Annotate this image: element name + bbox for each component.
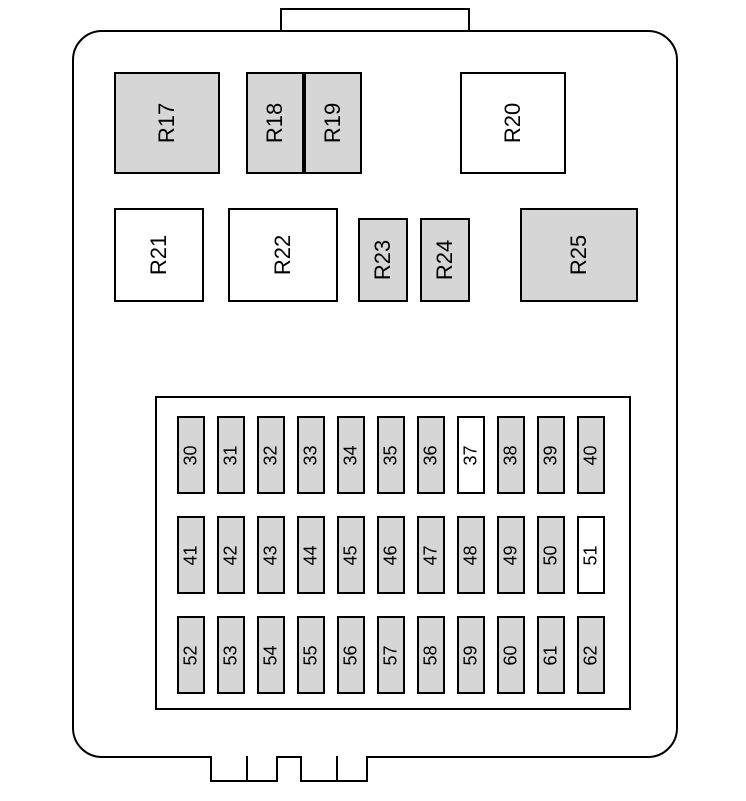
bottom-tab-divider — [246, 756, 248, 782]
fuse-label: 57 — [381, 645, 402, 665]
fuse-35: 35 — [377, 416, 405, 494]
fuse-label: 31 — [221, 445, 242, 465]
fuse-label: 51 — [581, 545, 602, 565]
fuse-label: 44 — [301, 545, 322, 565]
fuse-label: 59 — [461, 645, 482, 665]
fuse-50: 50 — [537, 516, 565, 594]
fuse-46: 46 — [377, 516, 405, 594]
fuse-33: 33 — [297, 416, 325, 494]
fuse-label: 56 — [341, 645, 362, 665]
fuse-47: 47 — [417, 516, 445, 594]
fuse-42: 42 — [217, 516, 245, 594]
bottom-tab-divider — [336, 756, 338, 782]
fuse-45: 45 — [337, 516, 365, 594]
fuse-40: 40 — [577, 416, 605, 494]
relay-label: R17 — [154, 103, 180, 143]
relay-label: R21 — [146, 235, 172, 275]
relay-label: R25 — [566, 235, 592, 275]
fuse-label: 30 — [181, 445, 202, 465]
fuse-58: 58 — [417, 616, 445, 694]
fuse-55: 55 — [297, 616, 325, 694]
fuse-label: 46 — [381, 545, 402, 565]
fuse-60: 60 — [497, 616, 525, 694]
relay-label: R20 — [500, 103, 526, 143]
fuse-31: 31 — [217, 416, 245, 494]
relay-R22: R22 — [228, 208, 338, 302]
relay-label: R22 — [270, 235, 296, 275]
relay-label: R24 — [432, 240, 458, 280]
fuse-59: 59 — [457, 616, 485, 694]
fuse-label: 33 — [301, 445, 322, 465]
fuse-label: 60 — [501, 645, 522, 665]
fuse-label: 50 — [541, 545, 562, 565]
fuse-label: 61 — [541, 645, 562, 665]
fuse-box-diagram: R17 R18 R19 R20 R21 R22 R23 R24 R25 30 31 32 33 34 35… — [0, 0, 746, 801]
fuse-label: 49 — [501, 545, 522, 565]
fuse-43: 43 — [257, 516, 285, 594]
relay-R21: R21 — [114, 208, 204, 302]
fuse-label: 42 — [221, 545, 242, 565]
fuse-label: 45 — [341, 545, 362, 565]
fuse-label: 58 — [421, 645, 442, 665]
fuse-label: 37 — [461, 445, 482, 465]
fuse-label: 32 — [261, 445, 282, 465]
fuse-49: 49 — [497, 516, 525, 594]
fuse-label: 38 — [501, 445, 522, 465]
relay-R19: R19 — [304, 72, 362, 174]
fuse-label: 43 — [261, 545, 282, 565]
fuse-51: 51 — [577, 516, 605, 594]
fuse-label: 54 — [261, 645, 282, 665]
fuse-48: 48 — [457, 516, 485, 594]
fuse-57: 57 — [377, 616, 405, 694]
fuse-53: 53 — [217, 616, 245, 694]
fuse-label: 34 — [341, 445, 362, 465]
fuse-62: 62 — [577, 616, 605, 694]
relay-R17: R17 — [114, 72, 220, 174]
fuse-label: 35 — [381, 445, 402, 465]
relay-R25: R25 — [520, 208, 638, 302]
fuse-37: 37 — [457, 416, 485, 494]
fuse-label: 48 — [461, 545, 482, 565]
fuse-label: 36 — [421, 445, 442, 465]
fuse-38: 38 — [497, 416, 525, 494]
relay-label: R19 — [320, 103, 346, 143]
fuse-30: 30 — [177, 416, 205, 494]
relay-R23: R23 — [358, 218, 408, 302]
relay-label: R23 — [370, 240, 396, 280]
bottom-tab-0 — [210, 756, 278, 782]
fuse-36: 36 — [417, 416, 445, 494]
fuse-44: 44 — [297, 516, 325, 594]
fuse-39: 39 — [537, 416, 565, 494]
fuse-label: 53 — [221, 645, 242, 665]
bottom-tab-1 — [300, 756, 368, 782]
fuse-41: 41 — [177, 516, 205, 594]
relay-R18: R18 — [246, 72, 304, 174]
fuse-52: 52 — [177, 616, 205, 694]
fuse-61: 61 — [537, 616, 565, 694]
fuse-label: 39 — [541, 445, 562, 465]
fuse-label: 52 — [181, 645, 202, 665]
fuse-56: 56 — [337, 616, 365, 694]
fuse-label: 55 — [301, 645, 322, 665]
relay-label: R18 — [262, 103, 288, 143]
fuse-label: 40 — [581, 445, 602, 465]
top-tab — [280, 8, 470, 32]
fuse-34: 34 — [337, 416, 365, 494]
fuse-54: 54 — [257, 616, 285, 694]
fuse-label: 41 — [181, 545, 202, 565]
relay-R24: R24 — [420, 218, 470, 302]
relay-R20: R20 — [460, 72, 566, 174]
fuse-label: 47 — [421, 545, 442, 565]
fuse-32: 32 — [257, 416, 285, 494]
fuse-label: 62 — [581, 645, 602, 665]
